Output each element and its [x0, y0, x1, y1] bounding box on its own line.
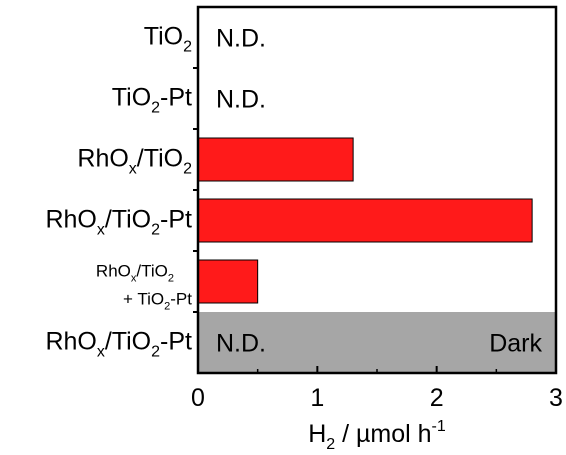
x-tick-label: 2: [430, 384, 444, 412]
nd-label: N.D.: [216, 86, 266, 114]
category-label: TiO2-Pt: [112, 84, 192, 117]
x-tick-label: 3: [549, 384, 563, 412]
bar: [197, 259, 259, 304]
x-tick-label: 1: [310, 384, 324, 412]
bar: [197, 137, 354, 182]
x-axis-label: H2 / µmol h-1: [308, 418, 446, 453]
category-label: RhOx/TiO2: [96, 262, 174, 285]
nd-label: N.D.: [216, 330, 266, 358]
dark-condition-shading: [198, 312, 556, 373]
category-label: RhOx/TiO2-Pt: [45, 328, 192, 361]
category-label: RhOx/TiO2: [77, 145, 192, 178]
nd-label: N.D.: [216, 25, 266, 53]
category-label: + TiO2-Pt: [123, 290, 192, 313]
category-label: RhOx/TiO2-Pt: [45, 206, 192, 239]
dark-label: Dark: [489, 330, 542, 358]
bar: [197, 198, 533, 243]
x-tick-label: 0: [191, 384, 205, 412]
category-label: TiO2: [144, 23, 192, 56]
